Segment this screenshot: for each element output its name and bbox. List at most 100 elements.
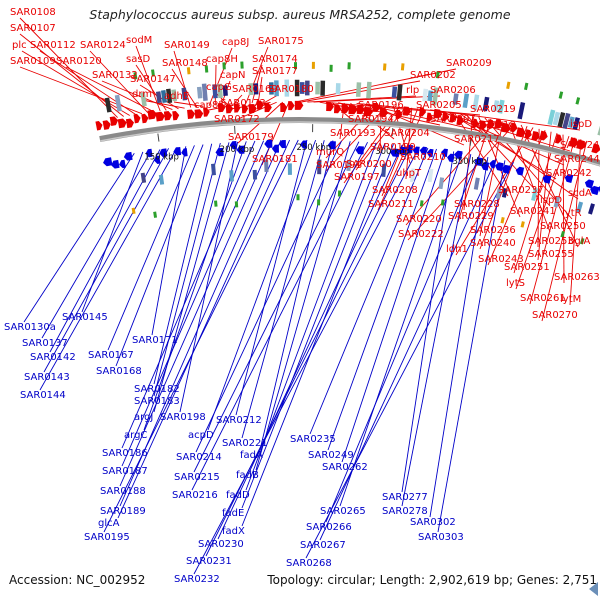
gene-label: SAR0199 bbox=[370, 142, 416, 153]
forward-gene-arrow bbox=[472, 118, 479, 128]
gene-block bbox=[287, 163, 292, 175]
leader-line bbox=[341, 150, 446, 463]
leader-line bbox=[153, 142, 221, 397]
gene-label: capG bbox=[206, 82, 232, 93]
leader-line bbox=[437, 160, 506, 533]
scale-tick bbox=[469, 137, 472, 146]
gene-block bbox=[520, 221, 525, 228]
gene-block bbox=[472, 94, 480, 111]
gene-label: lytR bbox=[562, 208, 582, 219]
gene-block bbox=[234, 201, 239, 208]
gene-block bbox=[329, 64, 333, 72]
leader-line bbox=[193, 146, 420, 575]
reverse-gene-arrow bbox=[327, 141, 336, 150]
figure-title: Staphylococcus aureus subsp. aureus MRSA… bbox=[89, 7, 511, 22]
forward-gene-arrow bbox=[241, 104, 249, 114]
gene-label: SAR0171 bbox=[132, 335, 178, 346]
gene-label: SAR0241 bbox=[510, 206, 556, 217]
forward-gene-arrow bbox=[172, 111, 180, 121]
gene-block bbox=[240, 61, 244, 69]
gene-block bbox=[268, 82, 274, 95]
leader-line bbox=[173, 50, 192, 108]
reverse-gene-arrow bbox=[454, 150, 463, 160]
gene-label: SAR0174 bbox=[252, 54, 298, 65]
gene-block bbox=[497, 99, 505, 114]
reverse-gene-arrow bbox=[494, 162, 504, 172]
leader-line bbox=[515, 135, 570, 290]
leader-line bbox=[49, 149, 161, 353]
gene-label: SAR0145 bbox=[62, 312, 108, 323]
triangle-left-icon[interactable] bbox=[589, 582, 598, 596]
reverse-gene-arrow bbox=[111, 159, 120, 169]
gene-label: SAR0172 bbox=[214, 114, 260, 125]
gene-label: SAR0215 bbox=[174, 472, 220, 483]
reverse-gene-arrow bbox=[123, 151, 133, 161]
leader-line bbox=[537, 131, 552, 261]
reverse-gene-arrow bbox=[300, 140, 307, 149]
gene-label: SAR0109 bbox=[10, 56, 56, 67]
gene-label: SAR0142 bbox=[30, 352, 76, 363]
gene-label: SAR0251 bbox=[504, 262, 550, 273]
gene-block bbox=[588, 203, 595, 215]
gene-block bbox=[431, 87, 439, 106]
gene-block bbox=[427, 168, 434, 183]
gene-label: SAR0235 bbox=[290, 434, 336, 445]
leader-line bbox=[455, 127, 534, 256]
label-leader-lines bbox=[19, 17, 588, 575]
forward-gene-arrow bbox=[554, 134, 563, 144]
leader-line bbox=[448, 111, 557, 180]
gene-block bbox=[366, 81, 372, 99]
forward-gene-arrow bbox=[356, 104, 365, 115]
leader-line bbox=[215, 92, 228, 105]
gene-block bbox=[346, 159, 351, 172]
gene-label: SAR0267 bbox=[300, 540, 346, 551]
gene-label: SAR0167 bbox=[88, 350, 134, 361]
forward-gene-arrow bbox=[334, 104, 342, 114]
forward-gene-arrow bbox=[515, 127, 526, 138]
reverse-gene-arrow bbox=[181, 148, 188, 157]
reverse-gene-arrow bbox=[480, 161, 490, 171]
forward-gene-arrow bbox=[494, 118, 503, 129]
gene-label: SAR0232 bbox=[174, 574, 220, 585]
gene-block bbox=[382, 63, 387, 71]
gene-label: SAR0236 bbox=[470, 225, 516, 236]
gene-block bbox=[567, 116, 575, 129]
gene-label: SAR0242 bbox=[546, 168, 592, 179]
leader-line bbox=[135, 45, 161, 112]
forward-gene-arrow bbox=[524, 129, 532, 139]
gene-label: SAR0210 bbox=[400, 152, 446, 163]
gene-label: SAR0191 bbox=[316, 160, 362, 171]
gene-block bbox=[214, 200, 218, 207]
gene-label: SAR0177 bbox=[252, 66, 298, 77]
leader-line bbox=[479, 126, 528, 250]
gene-label: scdA bbox=[568, 188, 592, 199]
reverse-gene-arrow bbox=[264, 139, 273, 148]
backbone-highlight bbox=[100, 121, 600, 167]
reverse-gene-arrow bbox=[489, 159, 497, 169]
gene-label: glcA bbox=[98, 518, 120, 529]
gene-label: SAR0183 bbox=[134, 396, 180, 407]
gene-block bbox=[400, 63, 405, 71]
gene-block bbox=[186, 67, 191, 75]
gene-label: SAR0195 bbox=[84, 532, 130, 543]
gene-label: adhE bbox=[164, 91, 189, 102]
gene-label: SAR0212 bbox=[216, 415, 262, 426]
gene-label: SAR0173 bbox=[220, 98, 266, 109]
gene-label: sasD bbox=[126, 54, 151, 65]
gene-block bbox=[597, 124, 600, 137]
leader-line bbox=[119, 140, 273, 487]
gene-block bbox=[427, 90, 434, 102]
gene-block bbox=[557, 111, 566, 128]
gene-label: SAR0220 bbox=[396, 214, 442, 225]
forward-gene-arrow bbox=[248, 104, 257, 114]
reverse-gene-arrow bbox=[501, 164, 511, 174]
gene-label: SAR0245 bbox=[560, 140, 600, 151]
forward-gene-arrow bbox=[203, 107, 210, 117]
leader-line bbox=[327, 148, 437, 451]
leader-line bbox=[295, 68, 457, 103]
leader-line bbox=[21, 50, 130, 116]
forward-gene-arrow bbox=[163, 111, 172, 121]
topology-label: Topology: circular; Length: 2,902,619 bp… bbox=[267, 573, 597, 587]
